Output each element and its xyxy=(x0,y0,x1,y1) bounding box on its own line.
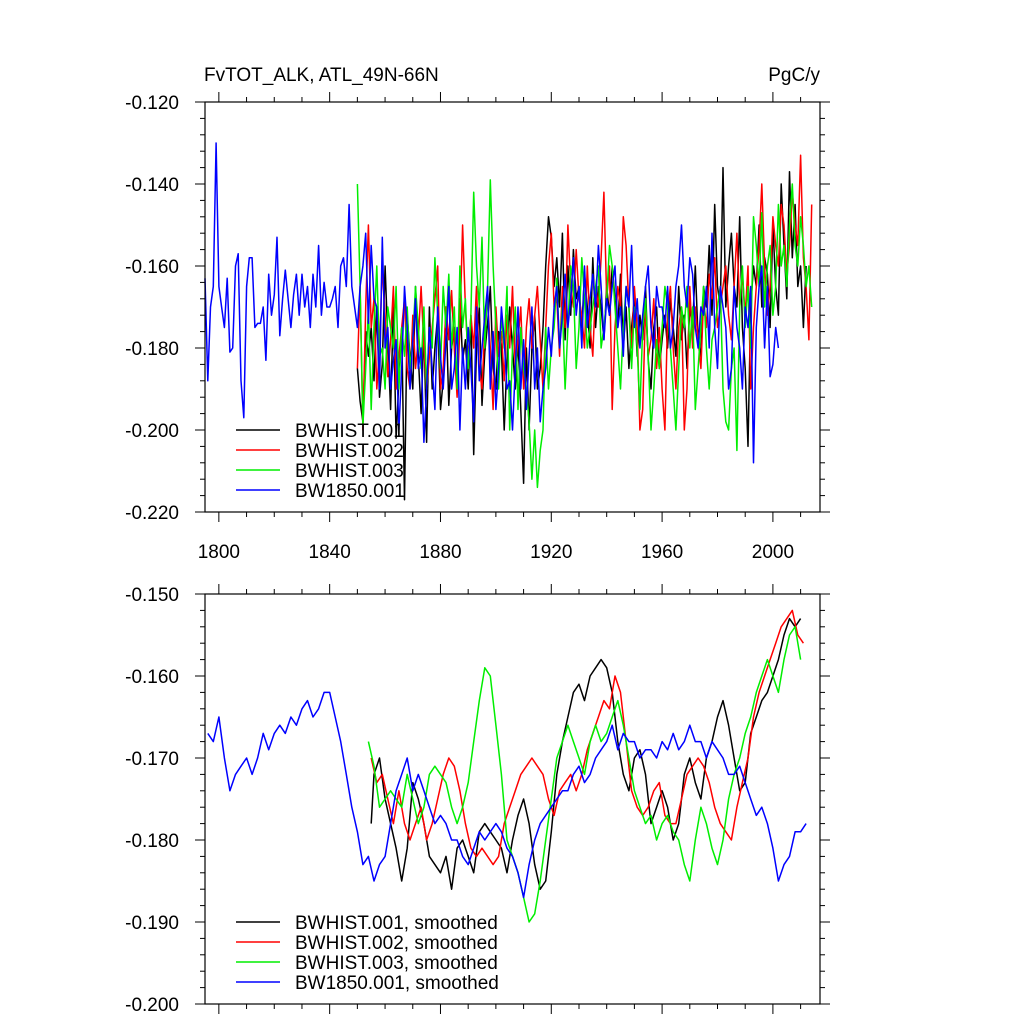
top-plot-frame xyxy=(204,101,821,513)
top-panel: FvTOT_ALK, ATL_49N-66N PgC/y -0.220 -0.20… xyxy=(125,65,830,563)
legend-entry-bwhist-003-smoothed: BWHIST.003, smoothed xyxy=(236,953,498,974)
legend-entry-bwhist-002-smoothed: BWHIST.002, smoothed xyxy=(236,933,498,954)
legend-label: BW1850.001, smoothed xyxy=(295,973,499,994)
top-y-tick-label: -0.160 xyxy=(125,257,179,278)
top-y-tick-label: -0.180 xyxy=(125,339,179,360)
legend-entry-bwhist-001: BWHIST.001 xyxy=(236,421,404,442)
legend-label: BWHIST.003, smoothed xyxy=(295,953,498,974)
top-x-tick-label: 1920 xyxy=(530,542,572,563)
series-line-bwhist-003-smoothed xyxy=(367,626,802,923)
bottom-y-tick-label: -0.200 xyxy=(125,995,179,1016)
bottom-y-tick-label: -0.190 xyxy=(125,913,179,934)
bottom-axis-ticks xyxy=(195,584,830,1014)
series-line-bwhist-002-smoothed xyxy=(370,609,805,866)
series-line-bw1850-001-smoothed xyxy=(207,691,807,899)
top-title-right: PgC/y xyxy=(768,65,820,86)
series-line-bw1850-001 xyxy=(204,142,780,464)
series-line-bwhist-003 xyxy=(356,179,813,489)
series-line-bwhist-001-smoothed xyxy=(370,617,802,890)
top-x-tick-label: 2000 xyxy=(752,542,794,563)
top-y-tick-label: -0.220 xyxy=(125,503,179,524)
legend-label: BWHIST.001, smoothed xyxy=(295,913,498,934)
legend-label: BWHIST.003 xyxy=(295,461,404,482)
top-x-tick-label: 1880 xyxy=(419,542,461,563)
top-title-left: FvTOT_ALK, ATL_49N-66N xyxy=(204,65,439,86)
legend-label: BWHIST.002 xyxy=(295,441,404,462)
legend-label: BWHIST.002, smoothed xyxy=(295,933,498,954)
legend-entry-bwhist-002: BWHIST.002 xyxy=(236,441,404,462)
top-x-tick-label: 1840 xyxy=(309,542,351,563)
top-y-tick-label: -0.140 xyxy=(125,175,179,196)
bottom-y-tick-label: -0.170 xyxy=(125,749,179,770)
bottom-y-tick-label: -0.150 xyxy=(125,585,179,606)
bottom-panel: -0.200 -0.190 -0.180 -0.170 -0.160 -0.150 BWH… xyxy=(125,584,830,1016)
legend-entry-bw1850-001: BW1850.001 xyxy=(236,481,405,502)
legend-entry-bw1850-001-smoothed: BW1850.001, smoothed xyxy=(236,973,499,994)
top-x-tick-label: 1960 xyxy=(641,542,683,563)
top-x-tick-label: 1800 xyxy=(198,542,240,563)
bottom-y-tick-label: -0.180 xyxy=(125,831,179,852)
bottom-axis-tick-labels: -0.200 -0.190 -0.180 -0.170 -0.160 -0.150 xyxy=(125,585,179,1016)
legend-entry-bwhist-001-smoothed: BWHIST.001, smoothed xyxy=(236,913,498,934)
top-y-tick-label: -0.200 xyxy=(125,421,179,442)
top-axis-ticks xyxy=(195,92,830,522)
legend-label: BWHIST.001 xyxy=(295,421,404,442)
top-axis-tick-labels: -0.220 -0.200 -0.180 -0.160 -0.140 -0.120 1800… xyxy=(125,93,794,563)
legend-entry-bwhist-003: BWHIST.003 xyxy=(236,461,404,482)
legend-label: BW1850.001 xyxy=(295,481,405,502)
bottom-y-tick-label: -0.160 xyxy=(125,667,179,688)
bottom-plot-lines xyxy=(207,609,807,923)
bottom-plot-frame xyxy=(204,593,821,1005)
top-plot-lines xyxy=(204,142,813,501)
top-y-tick-label: -0.120 xyxy=(125,93,179,114)
